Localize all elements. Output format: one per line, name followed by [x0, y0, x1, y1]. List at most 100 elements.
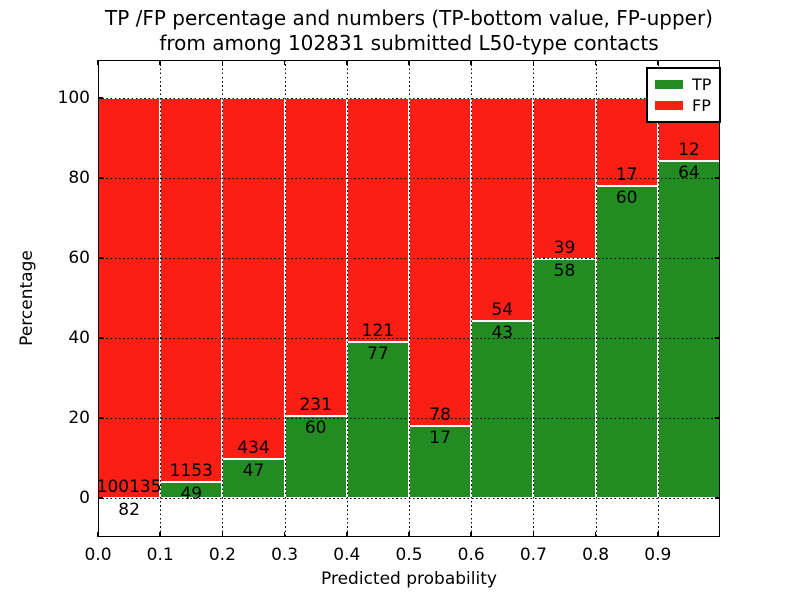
tp-bar: [409, 426, 472, 498]
y-tick-left: [98, 257, 103, 259]
x-tick-top: [97, 60, 99, 65]
x-gridline: [160, 60, 162, 537]
y-tick-left: [98, 417, 103, 419]
chart-title-line1: TP /FP percentage and numbers (TP-bottom…: [105, 6, 713, 30]
x-gridline: [471, 60, 473, 537]
y-tick-right: [715, 177, 720, 179]
y-tick-left: [98, 497, 103, 499]
tp-bar: [595, 186, 658, 498]
x-tick-label: 0.2: [208, 545, 236, 565]
legend-label-fp: FP: [692, 95, 711, 115]
fp-count-label: 78: [429, 405, 451, 426]
x-gridline: [657, 60, 659, 537]
y-gridline: [98, 98, 720, 99]
x-tick-bottom: [221, 532, 224, 537]
y-tick-label: 20: [68, 408, 90, 428]
tp-bar: [657, 161, 720, 498]
fp-bar: [160, 98, 223, 482]
tp-count-label: 77: [367, 344, 389, 365]
tp-bar: [284, 415, 347, 498]
x-gridline: [533, 60, 535, 537]
x-tick-top: [159, 60, 161, 65]
x-tick-bottom: [97, 532, 99, 537]
x-tick-label: 0.3: [271, 545, 299, 565]
fp-bar: [471, 98, 534, 321]
x-tick-top: [532, 60, 535, 65]
y-gridline: [98, 338, 720, 339]
y-gridline: [98, 178, 720, 179]
x-tick-bottom: [346, 532, 348, 537]
y-gridline: [98, 418, 720, 419]
y-tick-label: 60: [68, 248, 90, 268]
x-tick-bottom: [159, 532, 161, 537]
x-tick-bottom: [283, 532, 286, 537]
y-tick-right: [715, 257, 720, 259]
fp-count-label: 12: [678, 140, 700, 161]
y-tick-right: [715, 497, 720, 499]
fp-count-label: 17: [615, 165, 638, 186]
tp-count-label: 60: [615, 188, 638, 209]
y-tick-right: [715, 337, 720, 339]
fp-count-label: 231: [299, 394, 332, 415]
x-tick-label: 0.1: [146, 545, 174, 565]
legend-item-fp: FP: [655, 95, 711, 116]
fp-bar: [409, 98, 472, 427]
fp-count-label: 39: [553, 237, 576, 258]
x-tick-label: 0.6: [457, 545, 485, 565]
tp-bar: [471, 320, 534, 498]
x-tick-label: 0.9: [644, 545, 672, 565]
x-tick-label: 0.7: [519, 545, 547, 565]
legend-label-tp: TP: [692, 74, 712, 94]
fp-count-label: 54: [491, 299, 514, 320]
x-gridline: [222, 60, 224, 537]
legend-swatch-tp-icon: [655, 80, 683, 89]
x-tick-top: [283, 60, 286, 65]
x-gridline: [346, 60, 348, 537]
y-gridline: [98, 258, 720, 259]
tp-bar: [533, 258, 596, 498]
x-tick-top: [346, 60, 348, 65]
fp-bar: [222, 98, 285, 459]
y-tick-label: 80: [68, 168, 90, 188]
x-tick-label: 0.8: [582, 545, 610, 565]
fp-bar: [284, 98, 347, 416]
y-tick-label: 100: [57, 88, 90, 108]
x-tick-label: 0.4: [333, 545, 361, 565]
x-tick-label: 0.0: [84, 545, 112, 565]
fp-bar: [346, 98, 409, 343]
tp-count-label: 43: [491, 322, 514, 343]
tp-count-label: 17: [429, 428, 451, 449]
y-gridline: [98, 498, 720, 499]
x-axis-label: Predicted probability: [321, 569, 497, 589]
y-tick-right: [715, 417, 720, 419]
x-tick-top: [221, 60, 224, 65]
x-gridline: [284, 60, 286, 537]
x-tick-top: [657, 60, 659, 65]
tp-count-label: 58: [553, 260, 576, 281]
x-tick-bottom: [657, 532, 659, 537]
fp-count-label: 1153: [169, 460, 213, 481]
x-tick-bottom: [408, 532, 410, 537]
legend-swatch-fp-icon: [655, 101, 683, 110]
chart-title: TP /FP percentage and numbers (TP-bottom…: [98, 6, 720, 56]
fp-count-label: 100135: [96, 476, 162, 497]
y-tick-label: 0: [79, 488, 90, 508]
tp-count-label: 60: [304, 417, 327, 438]
legend: TP FP: [646, 67, 722, 123]
fp-count-label: 434: [237, 437, 270, 458]
tp-bar: [346, 342, 409, 498]
legend-item-tp: TP: [655, 74, 711, 95]
x-tick-bottom: [594, 532, 597, 537]
x-tick-bottom: [470, 532, 472, 537]
x-gridline: [409, 60, 410, 537]
tp-count-label: 47: [242, 460, 265, 481]
y-tick-left: [98, 337, 103, 339]
y-tick-label: 40: [68, 328, 90, 348]
y-tick-left: [98, 177, 103, 179]
x-tick-top: [408, 60, 410, 65]
tp-count-label: 49: [180, 483, 203, 504]
x-tick-top: [470, 60, 472, 65]
y-axis-label: Percentage: [17, 250, 37, 346]
fp-bar: [98, 98, 161, 498]
